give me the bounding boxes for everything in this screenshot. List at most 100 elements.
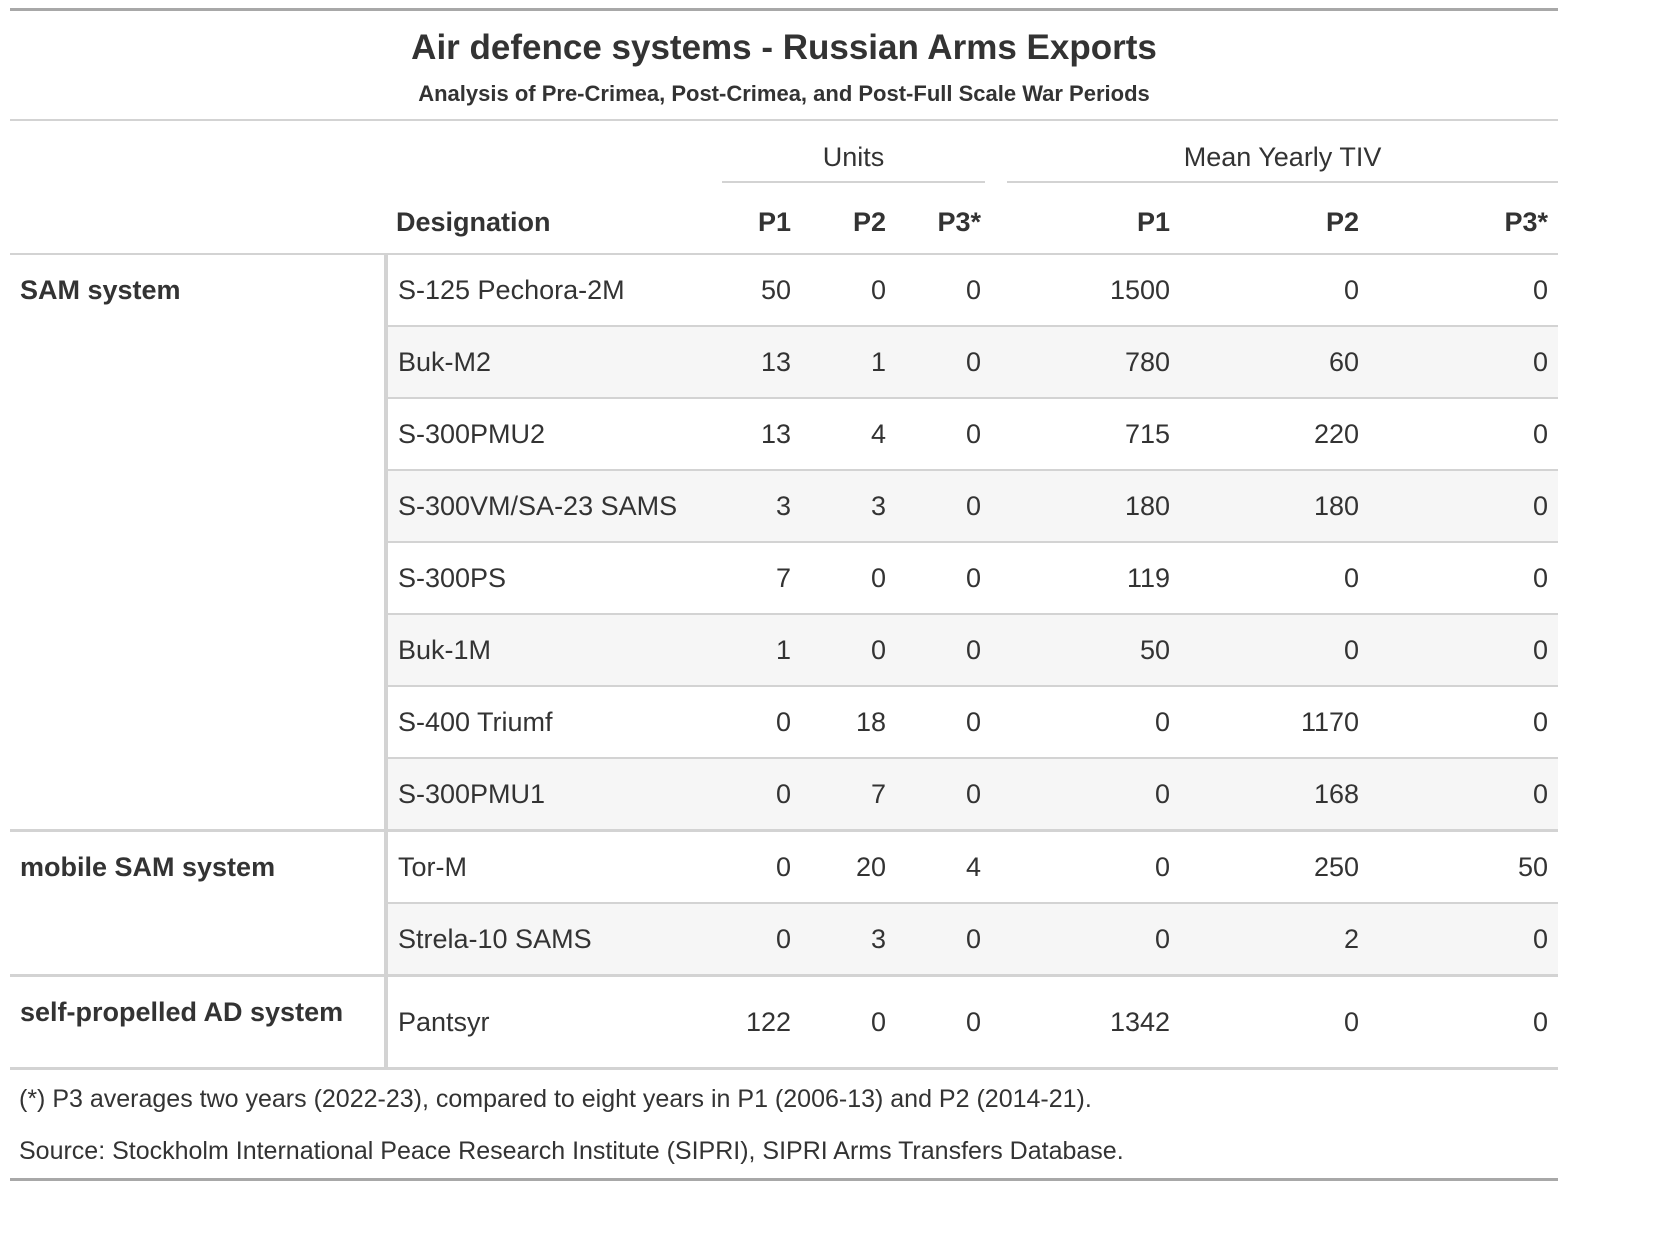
units-p2-cell: 18	[801, 685, 896, 758]
units-p1-cell: 13	[716, 397, 801, 470]
tiv-p2-cell: 0	[1180, 541, 1370, 614]
table-title: Air defence systems - Russian Arms Expor…	[411, 28, 1157, 67]
designation-cell: Buk-M2	[384, 325, 716, 398]
tiv-p2-cell: 168	[1180, 757, 1370, 831]
tiv-p2-cell: 1170	[1180, 685, 1370, 758]
group-label: SAM system	[10, 253, 386, 831]
units-p1-cell: 0	[716, 757, 801, 831]
units-p2-cell: 0	[801, 253, 896, 326]
tiv-p3-cell: 50	[1369, 829, 1559, 903]
units-p3-cell: 4	[896, 829, 992, 903]
units-p3-cell: 0	[896, 325, 992, 398]
units-p1-cell: 1	[716, 613, 801, 686]
tiv-p3-cell: 0	[1369, 541, 1559, 614]
units-p2-cell: 3	[801, 902, 896, 976]
designation-cell: S-125 Pechora-2M	[384, 253, 716, 326]
designation-cell: Strela-10 SAMS	[384, 902, 716, 976]
units-p1-cell: 122	[716, 974, 801, 1067]
tiv-p1-cell: 180	[991, 469, 1181, 542]
spanner-units: Units	[716, 121, 991, 191]
units-p2-cell: 20	[801, 829, 896, 903]
bottom-rule	[10, 1178, 1558, 1181]
group-label: mobile SAM system	[10, 829, 386, 976]
tiv-p3-cell: 0	[1369, 902, 1559, 976]
units-p2-cell: 7	[801, 757, 896, 831]
designation-cell: Pantsyr	[384, 974, 716, 1067]
tiv-p3-cell: 0	[1369, 613, 1559, 686]
tiv-p2-cell: 0	[1180, 613, 1370, 686]
tiv-p1-cell: 0	[991, 757, 1181, 831]
units-p3-cell: 0	[896, 253, 992, 326]
table-row: S-300PMU2 13 4 0 715 220 0	[10, 397, 1559, 470]
units-p3-cell: 0	[896, 685, 992, 758]
table-row: S-300PS 7 0 0 119 0 0	[10, 541, 1559, 614]
units-p2-cell: 4	[801, 397, 896, 470]
group-label: self-propelled AD system	[10, 974, 386, 1067]
header-rule	[10, 119, 1558, 121]
tiv-p3-cell: 0	[1369, 757, 1559, 831]
tiv-p3-cell: 0	[1369, 469, 1559, 542]
col-header-tiv-p3: P3*	[1369, 191, 1559, 255]
tiv-p1-cell: 1500	[991, 253, 1181, 326]
tiv-p2-cell: 60	[1180, 325, 1370, 398]
tiv-p3-cell: 0	[1369, 974, 1559, 1067]
tiv-p3-cell: 0	[1369, 325, 1559, 398]
designation-cell: Buk-1M	[384, 613, 716, 686]
tiv-p2-cell: 180	[1180, 469, 1370, 542]
units-p1-cell: 0	[716, 902, 801, 976]
units-p3-cell: 0	[896, 397, 992, 470]
designation-cell: S-400 Triumf	[384, 685, 716, 758]
top-rule	[10, 8, 1558, 11]
designation-cell: Tor-M	[384, 829, 716, 903]
tiv-p3-cell: 0	[1369, 685, 1559, 758]
tiv-p2-cell: 250	[1180, 829, 1370, 903]
designation-cell: S-300VM/SA-23 SAMS	[384, 469, 716, 542]
table-row: S-300VM/SA-23 SAMS 3 3 0 180 180 0	[10, 469, 1559, 542]
spanner-tiv-label: Mean Yearly TIV	[1007, 142, 1559, 183]
col-header-designation: Designation	[386, 191, 716, 255]
tiv-p2-cell: 0	[1180, 974, 1370, 1067]
tiv-p1-cell: 119	[991, 541, 1181, 614]
table-row: self-propelled AD system Pantsyr 122 0 0 1342…	[10, 974, 1559, 1067]
col-header-tiv-p1: P1	[991, 191, 1181, 255]
units-p3-cell: 0	[896, 469, 992, 542]
footnote-p3: (*) P3 averages two years (2022-23), com…	[19, 1085, 1092, 1113]
tiv-p1-cell: 0	[991, 829, 1181, 903]
data-table: Units Mean Yearly TIV Designation P1 P2 …	[10, 121, 1559, 1067]
units-p3-cell: 0	[896, 902, 992, 976]
tiv-p1-cell: 1342	[991, 974, 1181, 1067]
spanner-blank	[10, 121, 386, 191]
units-p2-cell: 0	[801, 613, 896, 686]
table-container: Air defence systems - Russian Arms Expor…	[10, 8, 1559, 1181]
spanner-blank	[386, 121, 716, 191]
units-p1-cell: 50	[716, 253, 801, 326]
tiv-p3-cell: 0	[1369, 397, 1559, 470]
designation-cell: S-300PS	[384, 541, 716, 614]
col-header-group	[10, 191, 386, 255]
col-header-units-p1: P1	[716, 191, 801, 255]
tiv-p2-cell: 2	[1180, 902, 1370, 976]
col-header-tiv-p2: P2	[1180, 191, 1370, 255]
table-row: Buk-M2 13 1 0 780 60 0	[10, 325, 1559, 398]
units-p3-cell: 0	[896, 974, 992, 1067]
units-p1-cell: 7	[716, 541, 801, 614]
table-row: Buk-1M 1 0 0 50 0 0	[10, 613, 1559, 686]
units-p2-cell: 3	[801, 469, 896, 542]
spanner-row: Units Mean Yearly TIV	[10, 121, 1559, 191]
units-p3-cell: 0	[896, 541, 992, 614]
units-p1-cell: 3	[716, 469, 801, 542]
units-p2-cell: 0	[801, 541, 896, 614]
tiv-p1-cell: 0	[991, 685, 1181, 758]
table-row: SAM system S-125 Pechora-2M 50 0 0 1500 0 0	[10, 253, 1559, 831]
table-subtitle: Analysis of Pre-Crimea, Post-Crimea, and…	[418, 81, 1150, 106]
spanner-units-label: Units	[722, 142, 986, 183]
column-header-row: Designation P1 P2 P3* P1 P2 P3*	[10, 191, 1559, 255]
units-p1-cell: 0	[716, 829, 801, 903]
units-p1-cell: 0	[716, 685, 801, 758]
units-p2-cell: 0	[801, 974, 896, 1067]
tiv-p2-cell: 0	[1180, 253, 1370, 326]
tiv-p1-cell: 715	[991, 397, 1181, 470]
spanner-tiv: Mean Yearly TIV	[991, 121, 1559, 191]
units-p3-cell: 0	[896, 613, 992, 686]
designation-cell: S-300PMU2	[384, 397, 716, 470]
